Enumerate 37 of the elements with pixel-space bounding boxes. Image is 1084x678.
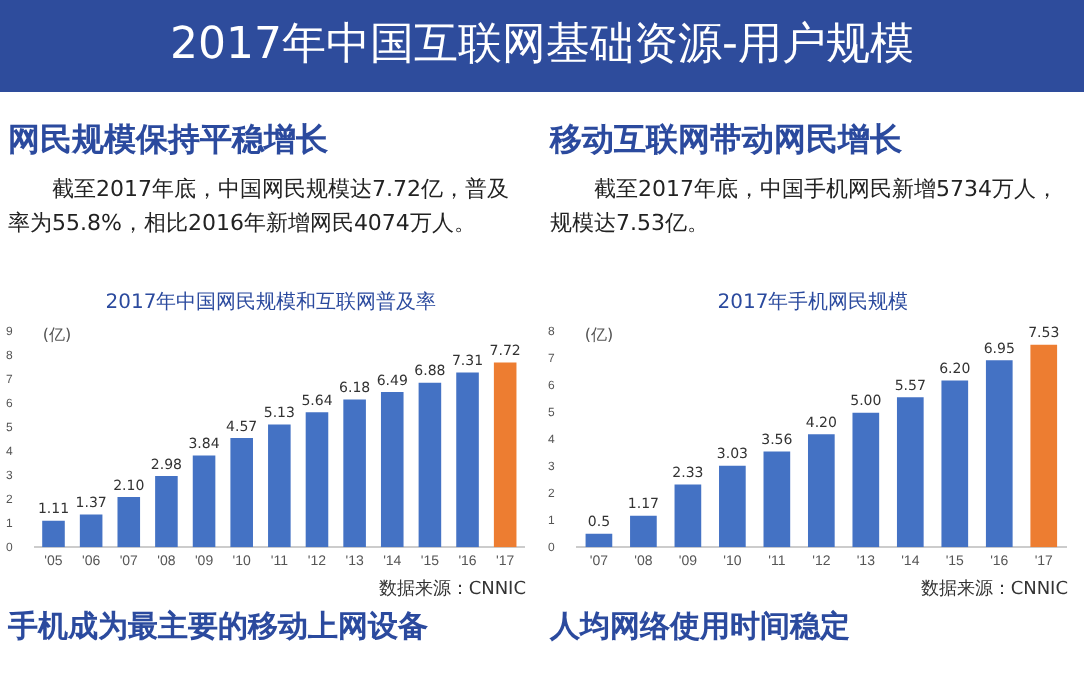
text: 截至2017年底，中国网民规模达7.72亿，普及率为55.8%，相比2016年新增网民4074万人。 [8,174,511,240]
text: 移动互联网带动网民增长 [550,120,902,162]
bar [456,372,479,548]
source-note: 数据来源：CNNIC [920,577,1068,602]
y-axis-title: (亿) [42,326,72,345]
bar [941,380,969,548]
bar [807,434,835,548]
chart-title: 2017年中国网民规模和互联网普及率 [103,289,439,316]
bar [192,455,216,548]
text: 手机成为最主要的移动上网设备 [8,608,428,646]
bar [630,515,657,548]
bar [985,360,1013,548]
bar [763,451,791,548]
text: 2017年中国互联网基础资源-用户规模 [0,0,1084,92]
bar [230,437,253,548]
bar [268,424,291,548]
bar [117,496,141,548]
bar [79,514,103,548]
chart-title: 2017年手机网民规模 [715,289,911,316]
y-axis-title: (亿) [584,326,614,345]
bar [343,399,366,548]
bar [305,412,329,548]
bar [380,392,404,548]
bar [674,484,702,548]
bar [896,397,924,548]
text: 网民规模保持平稳增长 [8,120,328,162]
bar [418,382,442,548]
bar [155,475,178,548]
source-note: 数据来源：CNNIC [378,577,526,602]
bar [42,520,65,548]
bar [852,412,880,548]
bar [493,362,517,548]
bar [719,465,746,548]
bar [1030,344,1058,548]
text: 人均网络使用时间稳定 [550,608,850,646]
bar [585,533,613,548]
text: 截至2017年底，中国手机网民新增5734万人，规模达7.53亿。 [550,174,1060,240]
